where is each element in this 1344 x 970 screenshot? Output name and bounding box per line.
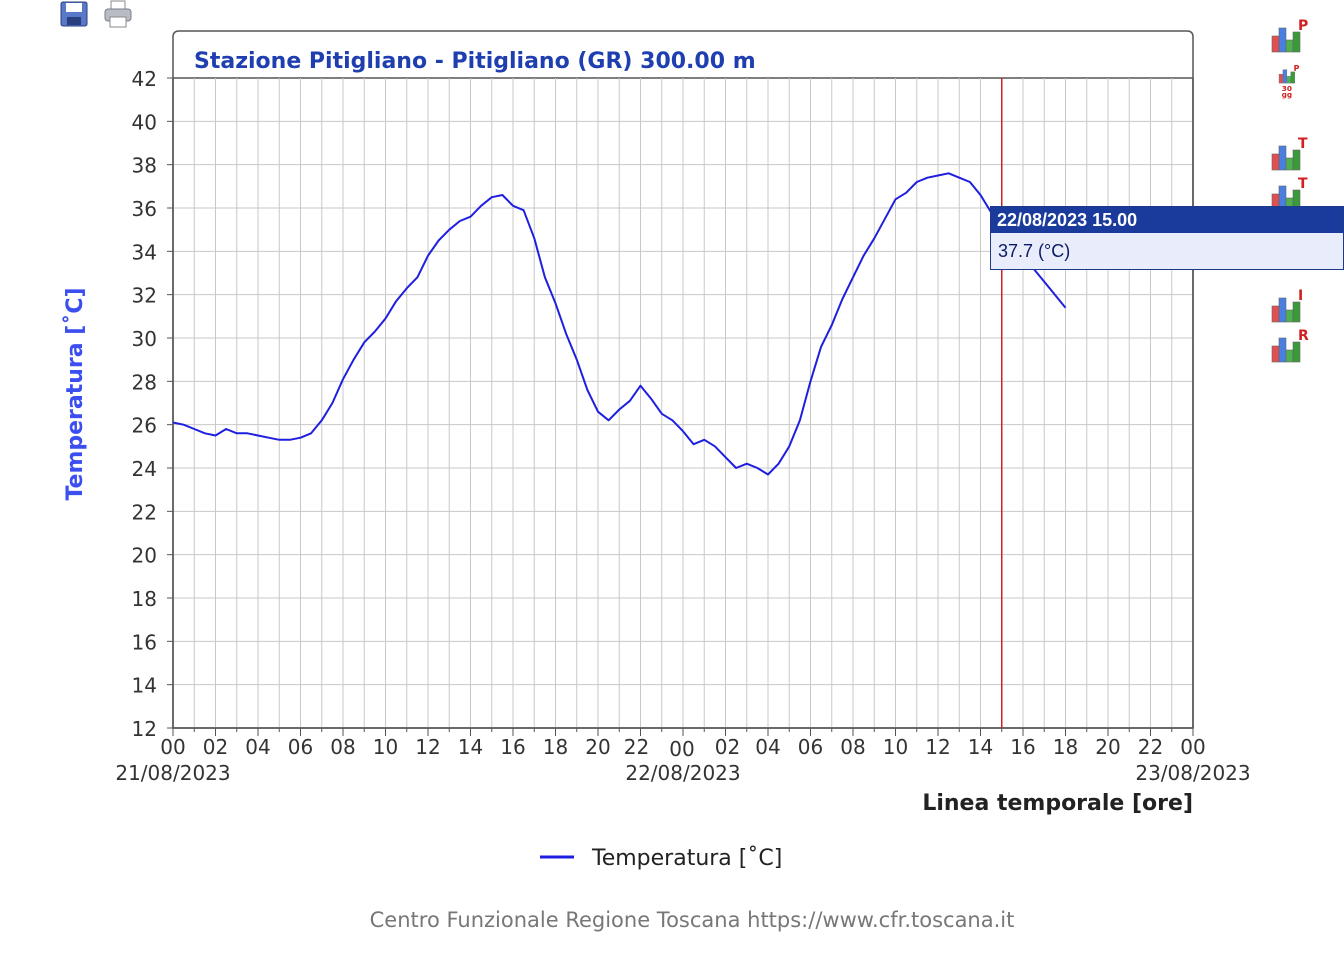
- svg-text:P: P: [1294, 64, 1300, 73]
- y-tick-label: 12: [132, 717, 157, 741]
- x-tick-label: 16: [500, 735, 525, 759]
- x-tick-label: 00: [160, 735, 185, 759]
- y-tick-label: 14: [132, 674, 157, 698]
- footer-credit: Centro Funzionale Regione Toscana https:…: [370, 908, 1015, 932]
- svg-text:R: R: [1298, 328, 1309, 344]
- x-tick-label: 14: [968, 735, 993, 759]
- y-tick-label: 36: [132, 197, 157, 221]
- x-tick-label: 10: [883, 735, 908, 759]
- x-tick-label: 10: [373, 735, 398, 759]
- svg-text:gg: gg: [1282, 90, 1292, 99]
- idro-chart-icon[interactable]: I: [1266, 288, 1310, 324]
- data-tooltip: 22/08/2023 15.00 37.7 (°C): [990, 206, 1344, 270]
- y-tick-label: 42: [132, 67, 157, 91]
- x-tick-label: 12: [925, 735, 950, 759]
- x-tick-label: 12: [415, 735, 440, 759]
- y-tick-label: 20: [132, 544, 157, 568]
- y-tick-label: 26: [132, 414, 157, 438]
- x-tick-label: 06: [288, 735, 313, 759]
- y-tick-label: 16: [132, 630, 157, 654]
- y-tick-label: 24: [132, 457, 157, 481]
- temp-chart-icon[interactable]: T: [1266, 136, 1310, 172]
- x-date-label: 21/08/2023: [115, 761, 230, 785]
- series-temperatura-line: [172, 172, 1067, 476]
- svg-text:I: I: [1298, 288, 1303, 304]
- x-tick-label: 20: [1095, 735, 1120, 759]
- y-tick-label: 34: [132, 240, 157, 264]
- x-date-label: 22/08/2023: [625, 761, 740, 785]
- x-tick-label: 06: [798, 735, 823, 759]
- save-icon[interactable]: [58, 0, 90, 28]
- x-date-label: 23/08/2023: [1135, 761, 1250, 785]
- y-tick-label: 22: [132, 500, 157, 524]
- x-tick-label: 18: [543, 735, 568, 759]
- svg-text:T: T: [1298, 136, 1308, 152]
- x-tick-label: 16: [1010, 735, 1035, 759]
- toolbar: [58, 0, 134, 30]
- x-tick-label: 08: [330, 735, 355, 759]
- legend-label: Temperatura [˚C]: [591, 846, 782, 871]
- x-tick-label: 04: [245, 735, 270, 759]
- x-tick-label: 04: [755, 735, 780, 759]
- print-icon[interactable]: [102, 0, 134, 28]
- y-tick-label: 40: [132, 110, 157, 134]
- rh-chart-icon[interactable]: R: [1266, 328, 1310, 364]
- x-tick-label: 14: [458, 735, 483, 759]
- x-tick-label: 02: [715, 735, 740, 759]
- chart-title: Stazione Pitigliano - Pitigliano (GR) 30…: [194, 49, 756, 74]
- tooltip-value: 37.7 (°C): [998, 241, 1071, 261]
- y-tick-label: 38: [132, 154, 157, 178]
- x-tick-label: 20: [585, 735, 610, 759]
- x-axis-label: Linea temporale [ore]: [922, 791, 1193, 816]
- y-tick-label: 28: [132, 370, 157, 394]
- y-tick-label: 32: [132, 284, 157, 308]
- precip-chart-icon[interactable]: P: [1266, 18, 1310, 54]
- y-tick-label: 18: [132, 587, 157, 611]
- x-tick-label: 08: [840, 735, 865, 759]
- svg-text:P: P: [1298, 18, 1308, 34]
- y-tick-label: 30: [132, 327, 157, 351]
- x-tick-label: 00: [1180, 735, 1205, 759]
- x-tick-label: 22: [624, 735, 649, 759]
- x-tick-label: 00: [669, 737, 694, 761]
- tooltip-date: 22/08/2023 15.00: [991, 207, 1343, 233]
- svg-text:30: 30: [1282, 84, 1292, 93]
- x-tick-label: 22: [1138, 735, 1163, 759]
- x-tick-label: 02: [203, 735, 228, 759]
- y-axis-label: Temperatura [˚C]: [63, 287, 88, 500]
- svg-text:T: T: [1298, 176, 1308, 192]
- x-tick-label: 18: [1053, 735, 1078, 759]
